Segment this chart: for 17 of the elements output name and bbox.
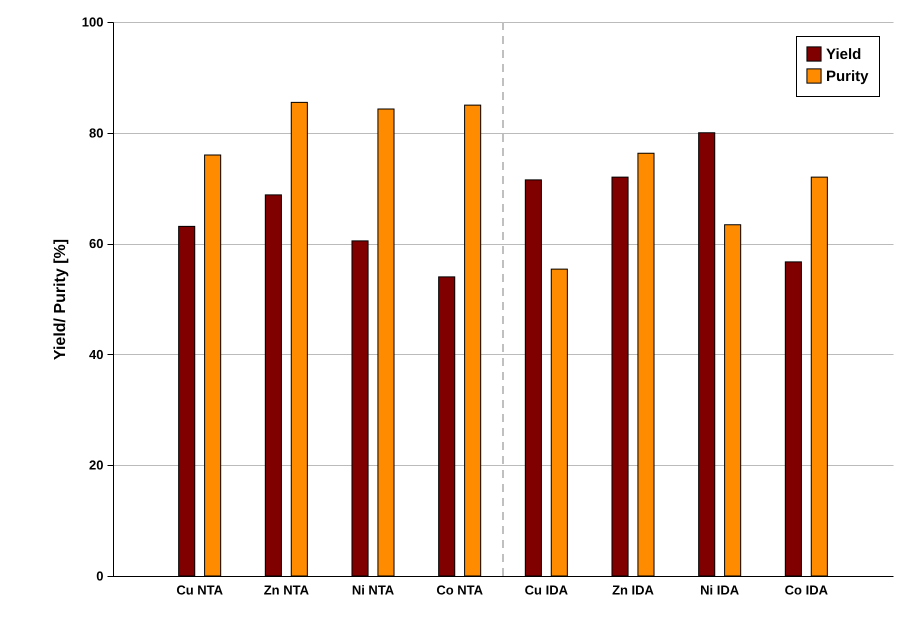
x-tick-label: Cu IDA [524, 582, 569, 598]
y-tick-label: 20 [89, 458, 104, 473]
x-tick-label: Co NTA [436, 582, 484, 598]
x-tick-label: Zn IDA [612, 582, 655, 598]
legend-label: Purity [826, 68, 870, 85]
y-tick-label: 60 [89, 236, 104, 252]
x-tick-label: Zn NTA [264, 582, 310, 598]
x-tick-label: Ni NTA [352, 582, 395, 598]
y-tick-label: 100 [82, 14, 104, 30]
x-tick-label: Cu NTA [176, 582, 224, 598]
y-tick-label: 40 [89, 346, 104, 362]
x-tick-label: Ni IDA [700, 582, 740, 598]
y-tick-label: 80 [89, 125, 104, 140]
y-axis-title: Yield/ Purity [%] [52, 238, 69, 360]
y-tick-label: 0 [96, 568, 104, 584]
x-tick-label: Co IDA [784, 582, 829, 598]
legend-label: Yield [826, 46, 862, 63]
